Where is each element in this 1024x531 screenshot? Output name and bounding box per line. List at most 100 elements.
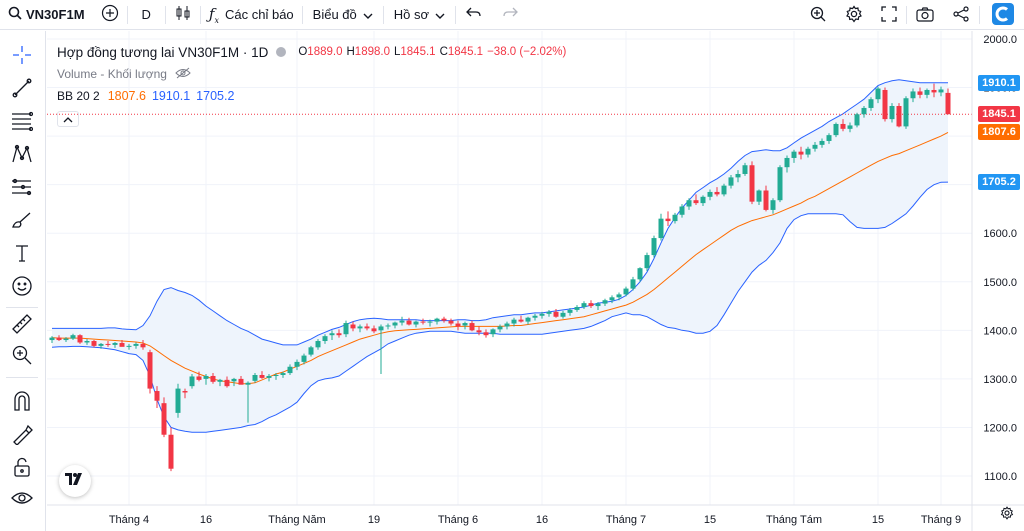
candle [805,146,811,158]
candle [777,165,783,203]
candle [770,198,776,214]
symbol-search-button[interactable]: VN30F1M [0,0,93,30]
candle [119,340,125,347]
close-label: C [439,46,448,58]
candle [280,371,286,378]
zoom-tool[interactable] [8,343,36,371]
x-tick-label: Tháng 7 [606,514,646,526]
candle [819,138,825,148]
candle [77,334,83,344]
x-tick-label: Tháng Năm [268,514,325,526]
chart-pane[interactable]: 1100.01200.01300.01400.01500.01600.01700… [47,31,1024,531]
candle [889,103,895,123]
chart-canvas[interactable]: 1100.01200.01300.01400.01500.01600.01700… [47,31,1024,531]
toolbar-divider [301,5,303,24]
candle [532,313,538,321]
candle [322,334,328,344]
quick-search-button[interactable] [800,0,836,30]
candle [525,316,531,325]
screenshot-button[interactable] [907,0,943,30]
chart-settings-button[interactable] [1000,506,1014,525]
hide-drawings-tool[interactable] [8,486,36,514]
candle [357,324,363,333]
magnet-tool[interactable] [8,389,36,417]
candle [245,381,251,423]
ohlc-high: H1898.0 [346,46,390,58]
text-tool[interactable] [8,241,36,269]
candles-icon [174,4,192,25]
chart-type-button[interactable] [166,0,200,30]
candle [595,302,601,310]
candle [700,195,706,207]
legend-bb-row[interactable]: BB 20 2 1807.6 1910.1 1705.2 [57,85,570,107]
candle [476,326,482,336]
candle [294,359,300,371]
brush-tool[interactable] [8,208,36,236]
candle [427,319,433,327]
settings-button[interactable] [836,0,872,30]
candle [644,252,650,272]
fullscreen-button[interactable] [872,0,906,30]
series-title[interactable]: Hợp đồng tương lai VN30F1M · 1D [57,44,269,60]
text-icon [12,243,32,268]
candle [553,308,559,318]
candle [84,339,90,345]
redo-button[interactable] [492,0,528,30]
high-value: 1898.0 [354,46,390,58]
chart-legend: Hợp đồng tương lai VN30F1M · 1D O1889.0 … [57,41,570,127]
candle [938,86,944,97]
legend-collapse-button[interactable] [57,111,79,127]
candle [56,335,62,342]
brand-logo[interactable] [980,0,1024,30]
candle [308,345,314,357]
indicators-button[interactable]: ƒx Các chỉ báo [201,0,302,30]
candle [196,371,202,382]
candle [399,316,405,326]
eye-hidden-icon[interactable] [175,67,191,82]
candle [371,325,377,334]
ohlc-open: O1889.0 [298,46,342,58]
undo-button[interactable] [456,0,492,30]
profile-menu-button[interactable]: Hồ sơ [384,0,455,30]
emoji-tool[interactable] [8,274,36,302]
fib-tool[interactable] [8,109,36,137]
trendline-tool[interactable] [8,76,36,104]
lock-tool[interactable] [8,455,36,483]
candle [511,317,517,327]
toolbar-divider [979,6,980,24]
open-value: 1889.0 [307,46,343,58]
chart-menu-label: Biểu đồ [312,7,357,22]
candle [602,298,608,307]
lock-drawings-tool[interactable] [8,422,36,450]
candle [287,364,293,376]
bb-lower-line [51,181,949,433]
magnet-icon [11,390,33,417]
chart-menu-button[interactable]: Biểu đồ [303,0,383,30]
x-tick-label: Tháng Tám [766,514,822,526]
prediction-tool[interactable] [8,175,36,203]
tradingview-logo[interactable] [59,465,91,497]
bb-upper-price-label: 1910.1 [978,74,1020,91]
interval-button[interactable]: D [128,0,165,30]
pattern-tool[interactable] [8,142,36,170]
compare-button[interactable] [93,0,127,30]
candle [742,162,748,176]
ruler-tool[interactable] [8,312,36,340]
candle [581,301,587,309]
legend-volume-row[interactable]: Volume - Khối lượng [57,63,570,85]
market-status-dot[interactable] [276,47,287,57]
high-label: H [346,46,355,58]
y-tick-label: 1200.0 [983,422,1017,434]
candle [588,300,594,308]
crosshair-tool[interactable] [8,43,36,71]
toolbar-divider [164,5,166,24]
share-button[interactable] [943,0,979,30]
candle [259,371,265,379]
candle [490,328,496,338]
candle [567,307,573,316]
candle [70,333,76,341]
brush-icon [11,210,33,235]
magnifier-plus-icon [809,5,827,26]
search-icon [8,6,22,23]
candle [455,320,461,331]
